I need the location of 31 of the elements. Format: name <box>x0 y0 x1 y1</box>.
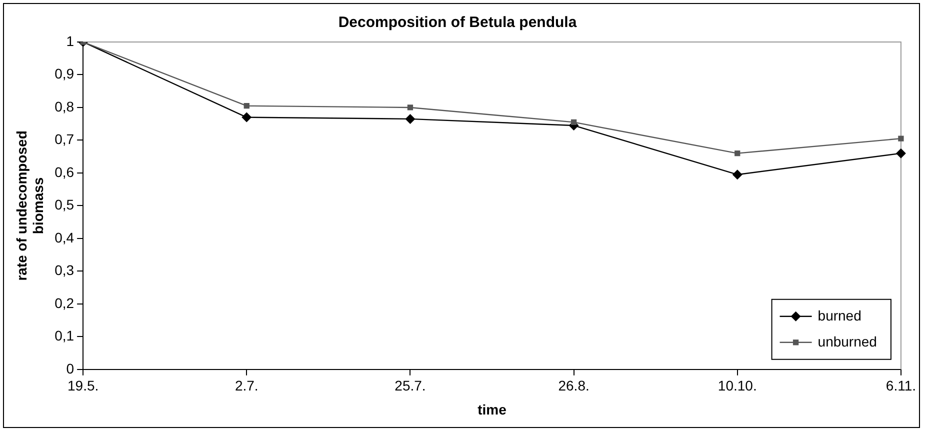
x-tick-label: 2.7. <box>234 378 258 394</box>
point <box>896 148 906 158</box>
point <box>734 150 740 156</box>
point <box>570 119 577 126</box>
y-tick-label: 0,3 <box>54 262 74 278</box>
point <box>898 136 904 142</box>
point <box>732 170 742 180</box>
y-tick-label: 0,9 <box>54 66 74 82</box>
y-tick-label: 0,8 <box>54 98 74 114</box>
y-axis-title: rate of undecomposed biomass <box>13 130 46 281</box>
x-tick-label: 19.5. <box>67 378 99 394</box>
y-tick-label: 0,4 <box>54 229 74 246</box>
y-tick-label: 0,1 <box>54 328 74 344</box>
point <box>405 114 416 124</box>
y-tick-label: 0,2 <box>54 294 74 311</box>
y-tick-label: 0,5 <box>54 196 74 213</box>
chart-title: Decomposition of Betula pendula <box>338 14 578 32</box>
y-tick-label: 0,7 <box>54 131 74 148</box>
point <box>244 103 250 109</box>
x-tick-label: 26.8. <box>558 378 590 394</box>
y-tick-label: 1 <box>66 32 74 49</box>
y-tick-label: 0,6 <box>54 164 74 180</box>
legend-label: unburned <box>818 333 877 350</box>
point <box>407 104 414 110</box>
y-tick-label: 0 <box>66 360 74 376</box>
point <box>242 112 252 122</box>
x-axis-title: time <box>478 401 507 418</box>
x-tick-label: 10.10. <box>718 378 757 394</box>
x-tick-label: 6.11. <box>886 378 916 394</box>
legend-label: burned <box>818 307 862 324</box>
x-tick-label: 25.7. <box>394 378 426 394</box>
